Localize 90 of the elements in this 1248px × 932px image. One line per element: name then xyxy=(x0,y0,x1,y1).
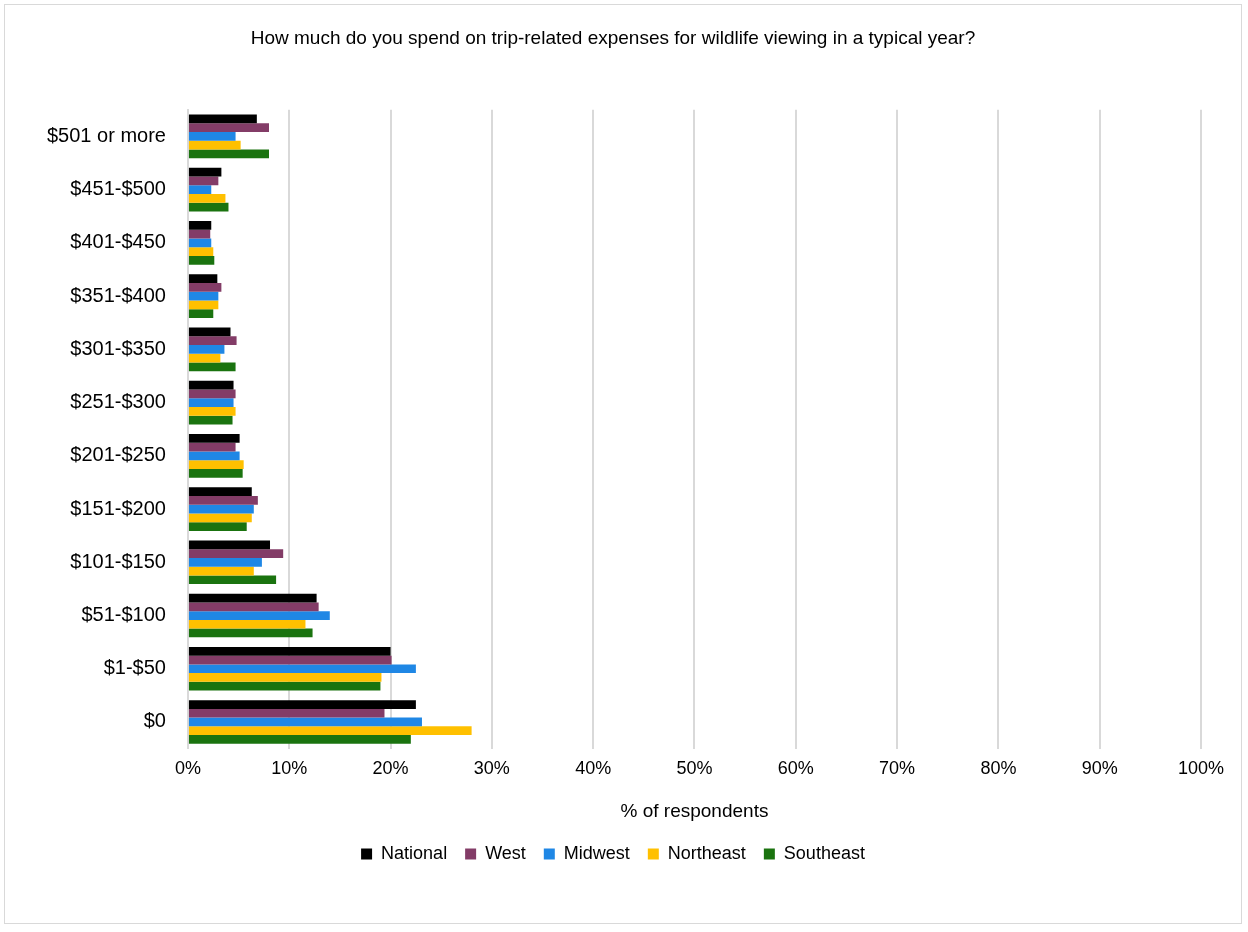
bar xyxy=(188,681,381,691)
bar xyxy=(188,398,234,407)
bar xyxy=(188,344,225,354)
bar xyxy=(188,327,231,337)
x-tick-label: 10% xyxy=(271,758,308,779)
bar xyxy=(188,540,271,550)
bar xyxy=(188,255,215,265)
bar xyxy=(188,336,237,345)
chart-title: How much do you spend on trip-related expenses for wildlife viewing in a typical year? xyxy=(250,26,976,48)
x-tick-label: 30% xyxy=(473,758,510,779)
bar xyxy=(188,140,241,150)
bar xyxy=(188,468,243,478)
bar xyxy=(188,291,219,301)
bar xyxy=(188,274,218,284)
bar xyxy=(188,362,236,372)
bar xyxy=(188,522,247,531)
bar xyxy=(188,619,306,629)
bar xyxy=(188,229,211,239)
bar xyxy=(188,628,313,638)
bar xyxy=(188,513,252,523)
y-tick-label: $251-$300 xyxy=(70,390,166,413)
bar xyxy=(188,673,382,682)
y-tick-label: $151-$200 xyxy=(70,496,166,519)
bar xyxy=(188,717,422,727)
bar xyxy=(188,460,244,469)
bar xyxy=(188,167,222,177)
bar xyxy=(188,415,233,425)
y-tick-label: $0 xyxy=(143,709,166,732)
bar xyxy=(188,664,416,674)
bar xyxy=(188,504,254,514)
bar xyxy=(188,176,219,186)
y-tick-label: $401-$450 xyxy=(70,230,166,253)
y-tick-label: $51-$100 xyxy=(81,603,166,626)
bar xyxy=(188,566,254,576)
bar xyxy=(188,708,385,718)
y-tick-label: $451-$500 xyxy=(70,177,166,200)
bar xyxy=(188,132,236,141)
bar xyxy=(188,380,234,390)
legend-label: Northeast xyxy=(667,842,746,863)
bar xyxy=(188,194,226,203)
bar xyxy=(188,221,212,230)
y-tick-label: $301-$350 xyxy=(70,336,166,359)
bar xyxy=(188,283,222,292)
bar xyxy=(188,602,319,612)
x-tick-label: 100% xyxy=(1177,758,1225,779)
bar xyxy=(188,451,240,461)
bar xyxy=(188,123,269,133)
bar xyxy=(188,487,252,496)
bar xyxy=(188,726,472,736)
legend-label: National xyxy=(381,842,448,863)
bar xyxy=(188,611,330,620)
y-tick-label: $1-$50 xyxy=(103,656,166,679)
bar xyxy=(188,549,284,558)
bar xyxy=(188,247,214,256)
y-tick-label: $201-$250 xyxy=(70,443,166,466)
bar xyxy=(188,646,391,656)
x-tick-label: 80% xyxy=(980,758,1017,779)
bar xyxy=(188,406,236,416)
bar xyxy=(188,433,240,443)
bar xyxy=(188,149,269,159)
x-tick-label: 20% xyxy=(372,758,409,779)
legend-label: Southeast xyxy=(783,842,865,863)
y-tick-label: $351-$400 xyxy=(70,283,166,306)
bar xyxy=(188,442,236,452)
bar xyxy=(188,238,212,248)
bar xyxy=(188,309,214,318)
legend-label: Midwest xyxy=(563,842,630,863)
x-tick-label: 40% xyxy=(575,758,612,779)
bar xyxy=(188,593,317,603)
bar xyxy=(188,495,258,505)
x-tick-label: 50% xyxy=(676,758,713,779)
y-tick-label: $501 or more xyxy=(46,123,166,146)
x-tick-label: 70% xyxy=(879,758,916,779)
bar xyxy=(188,735,411,744)
bar xyxy=(188,575,277,585)
bar xyxy=(188,700,416,709)
bar xyxy=(188,185,212,195)
bar xyxy=(188,353,221,363)
legend-label: West xyxy=(485,842,526,863)
bar xyxy=(188,300,219,310)
bar xyxy=(188,202,229,212)
bar xyxy=(188,655,392,665)
x-tick-label: 90% xyxy=(1081,758,1118,779)
y-tick-label: $101-$150 xyxy=(70,549,166,572)
bar xyxy=(188,114,257,124)
x-tick-label: 60% xyxy=(777,758,814,779)
x-tick-label: 0% xyxy=(174,758,201,779)
bar xyxy=(188,557,262,567)
x-axis-title: % of respondents xyxy=(620,799,769,821)
bar xyxy=(188,389,236,399)
